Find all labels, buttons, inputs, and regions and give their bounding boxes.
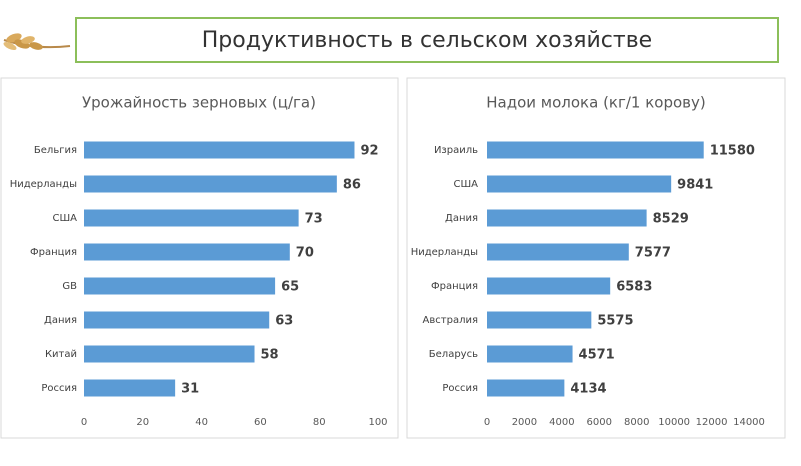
category-label: Бельгия	[34, 145, 77, 156]
category-label: Израиль	[434, 145, 478, 156]
bar	[84, 311, 270, 329]
bar	[84, 379, 176, 397]
x-tick-label: 8000	[624, 417, 649, 428]
wheat-icon	[3, 33, 71, 51]
value-label: 11580	[710, 144, 755, 159]
category-label: Австралия	[423, 315, 478, 326]
bar	[487, 277, 611, 295]
bar	[487, 379, 565, 397]
x-tick-label: 100	[368, 417, 387, 428]
header-title: Продуктивность в сельском хозяйстве	[202, 28, 652, 53]
x-tick-label: 4000	[549, 417, 574, 428]
bar	[487, 345, 573, 363]
category-label: Нидерланды	[411, 247, 478, 258]
value-label: 63	[275, 314, 293, 329]
value-label: 73	[305, 212, 323, 227]
x-tick-label: 6000	[587, 417, 612, 428]
value-label: 70	[296, 246, 314, 261]
x-tick-label: 10000	[658, 417, 690, 428]
chart-title: Надои молока (кг/1 корову)	[486, 94, 705, 112]
value-label: 9841	[677, 178, 713, 193]
bar	[487, 141, 704, 159]
x-tick-label: 80	[313, 417, 326, 428]
category-label: США	[453, 179, 478, 190]
value-label: 7577	[635, 246, 671, 261]
bar	[84, 141, 355, 159]
category-label: Нидерланды	[10, 179, 77, 190]
category-label: Беларусь	[429, 349, 478, 360]
bar	[84, 175, 337, 193]
value-label: 58	[261, 348, 279, 363]
value-label: 92	[360, 144, 378, 159]
category-label: Дания	[445, 213, 478, 224]
value-label: 31	[181, 382, 199, 397]
value-label: 86	[343, 178, 361, 193]
x-tick-label: 60	[254, 417, 267, 428]
category-label: Франция	[431, 281, 478, 292]
bar	[84, 345, 255, 363]
category-label: Россия	[442, 383, 478, 394]
category-label: США	[52, 213, 77, 224]
x-tick-label: 20	[136, 417, 149, 428]
x-tick-label: 40	[195, 417, 208, 428]
x-tick-label: 14000	[733, 417, 765, 428]
x-tick-label: 2000	[512, 417, 537, 428]
header-box	[75, 17, 779, 63]
category-label: Россия	[41, 383, 77, 394]
x-tick-label: 0	[484, 417, 490, 428]
bar	[84, 209, 299, 227]
chart-title: Урожайность зерновых (ц/га)	[82, 94, 316, 112]
category-label: Китай	[45, 349, 77, 360]
value-label: 65	[281, 280, 299, 295]
bar	[487, 243, 629, 261]
x-tick-label: 0	[81, 417, 87, 428]
value-label: 6583	[616, 280, 652, 295]
category-label: Франция	[30, 247, 77, 258]
category-label: GB	[62, 281, 77, 292]
bar	[487, 311, 592, 329]
value-label: 5575	[597, 314, 633, 329]
bar	[487, 175, 672, 193]
value-label: 4134	[570, 382, 606, 397]
value-label: 8529	[653, 212, 689, 227]
bar	[84, 243, 290, 261]
category-label: Дания	[44, 315, 77, 326]
bar	[487, 209, 647, 227]
value-label: 4571	[579, 348, 615, 363]
bar	[84, 277, 276, 295]
x-tick-label: 12000	[696, 417, 728, 428]
